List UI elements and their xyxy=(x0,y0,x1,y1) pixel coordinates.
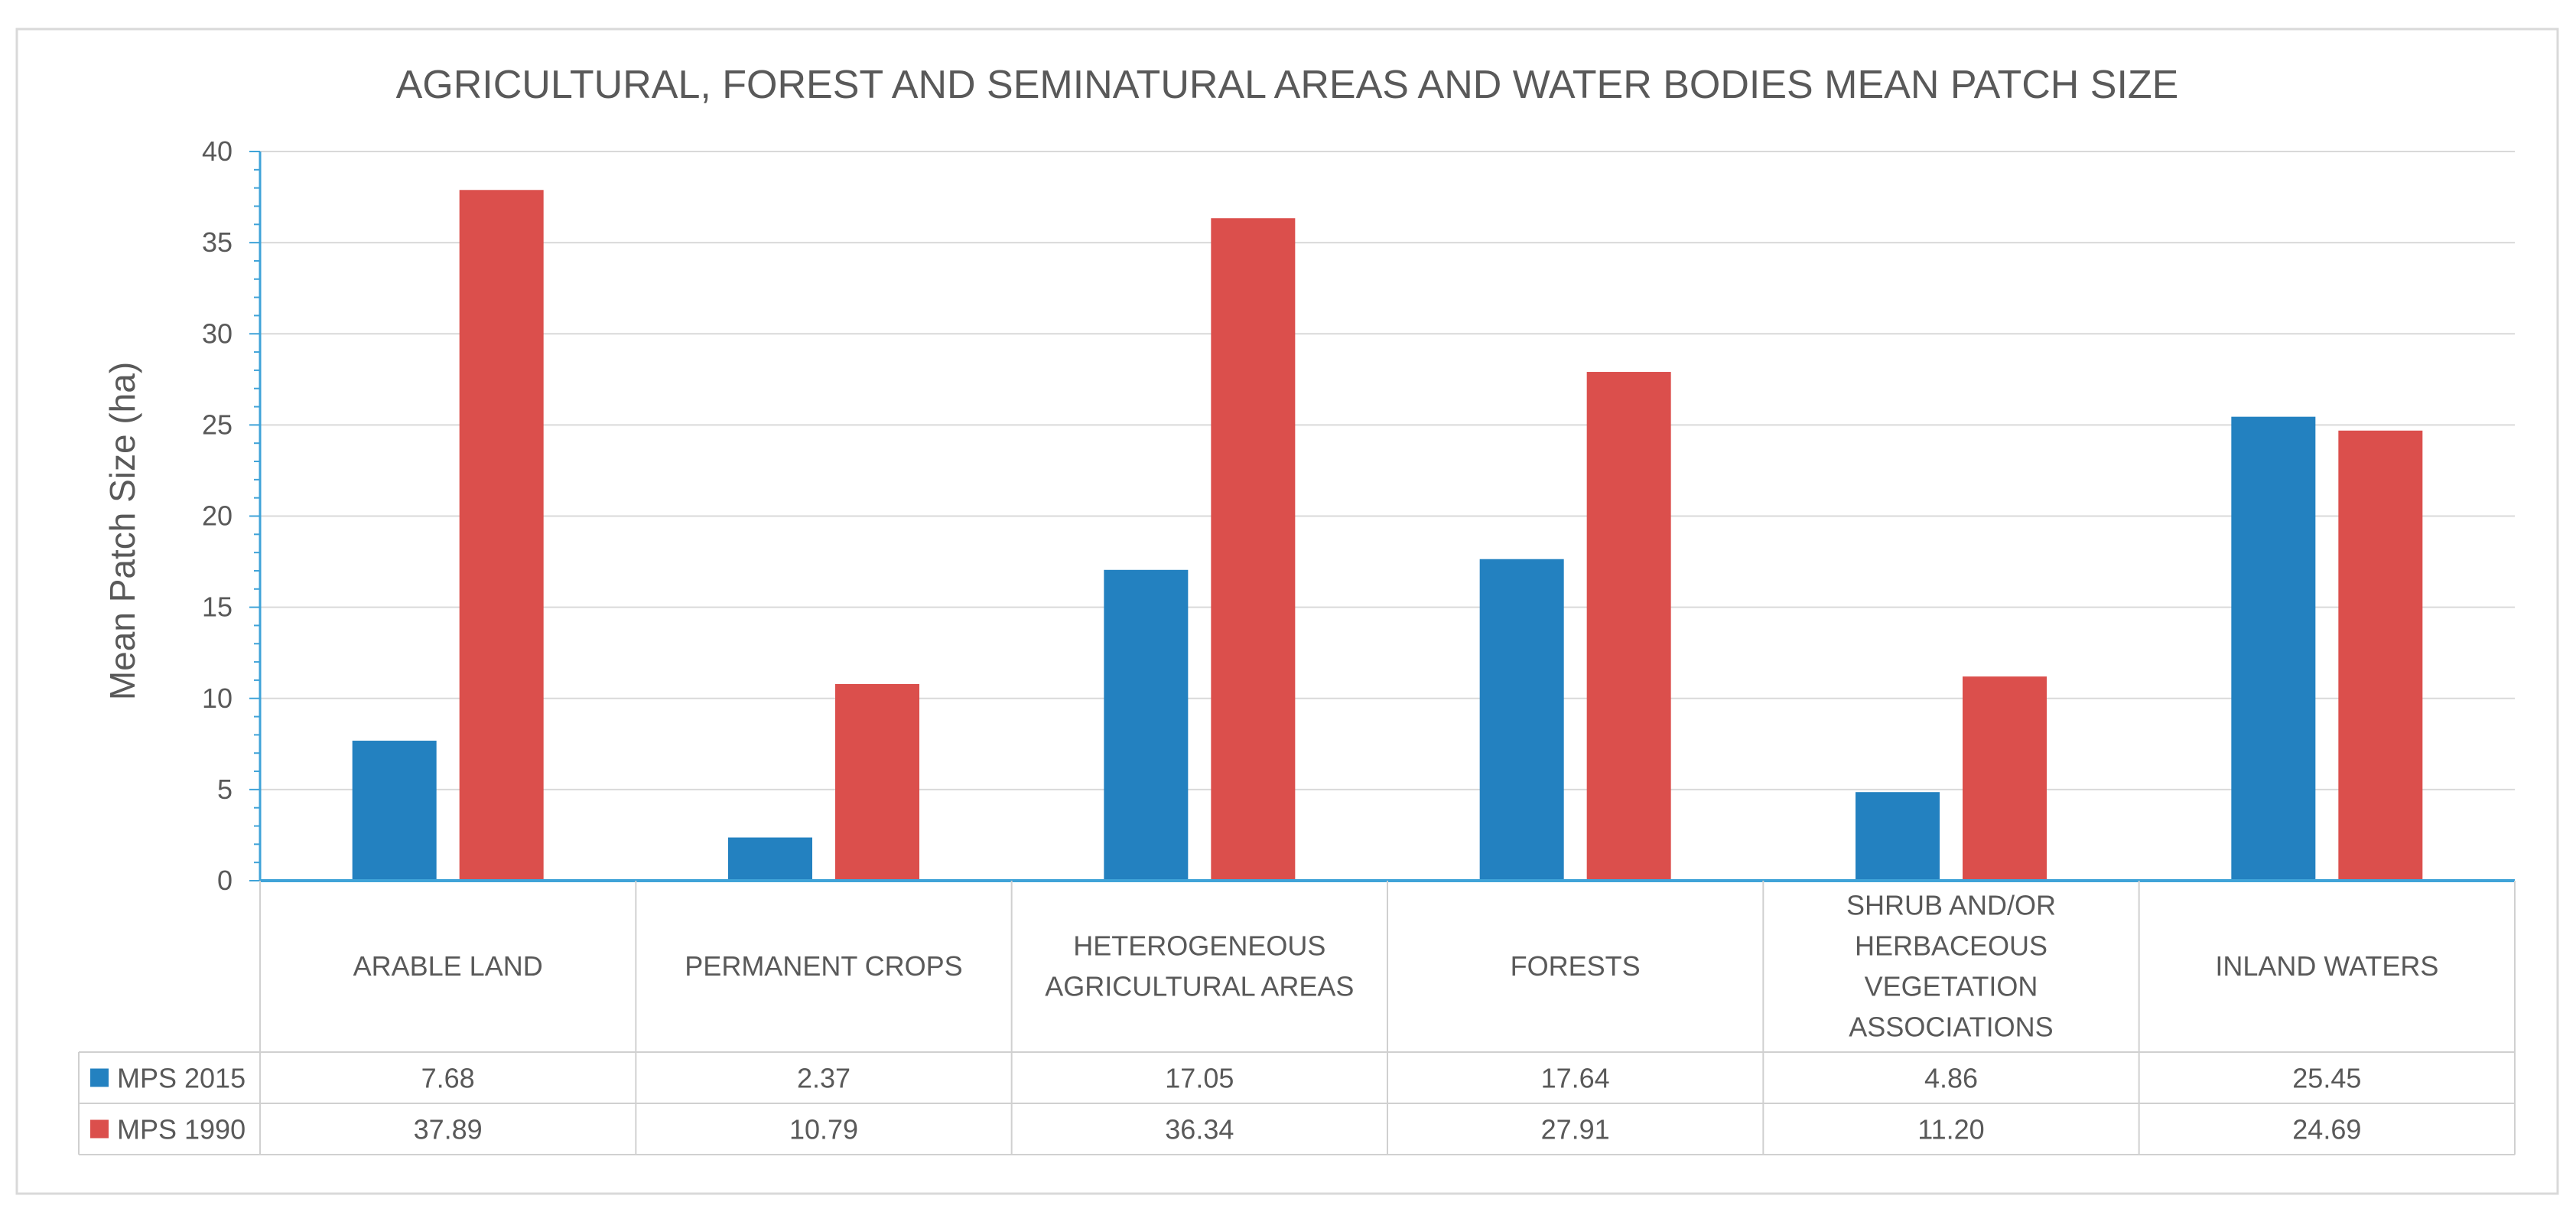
data-table: ARABLE LAND PERMANENT CROPS HETEROGENEOUS A… xyxy=(78,881,2516,1155)
bar-mps-2015 xyxy=(352,741,437,881)
x-category-label: FORESTS xyxy=(1511,950,1641,982)
data-label-mps-2015: 17.64 xyxy=(1541,1063,1610,1094)
bar-mps-1990 xyxy=(1211,218,1296,881)
y-tick-label: 30 xyxy=(202,318,233,349)
gridlines xyxy=(260,151,2515,790)
x-category-label: INLAND WATERS xyxy=(2215,950,2438,982)
y-tick-label: 0 xyxy=(217,865,233,896)
bar-mps-1990 xyxy=(459,190,544,881)
bar-mps-1990 xyxy=(2338,430,2423,881)
data-label-mps-2015: 2.37 xyxy=(797,1063,851,1094)
y-tick-label: 20 xyxy=(202,500,233,532)
bar-mps-1990 xyxy=(1586,372,1671,881)
data-label-mps-1990: 11.20 xyxy=(1917,1114,1984,1145)
bar-mps-2015 xyxy=(2231,416,2316,881)
y-tick-label: 35 xyxy=(202,226,233,258)
data-label-mps-2015: 7.68 xyxy=(421,1063,475,1094)
legend-label-mps-1990: MPS 1990 xyxy=(117,1114,246,1145)
bar-mps-2015 xyxy=(1856,792,1940,881)
chart-title: AGRICULTURAL, FOREST AND SEMINATURAL ARE… xyxy=(396,63,2179,107)
y-tick-label: 10 xyxy=(202,683,233,714)
data-label-mps-1990: 36.34 xyxy=(1165,1114,1234,1145)
data-label-mps-1990: 27.91 xyxy=(1541,1114,1610,1145)
legend-label-mps-2015: MPS 2015 xyxy=(117,1063,246,1094)
bar-mps-1990 xyxy=(835,683,919,881)
legend-swatch-mps-1990 xyxy=(90,1119,109,1139)
data-label-mps-1990: 24.69 xyxy=(2292,1114,2361,1145)
x-category-label: HETEROGENEOUS AGRICULTURAL AREAS xyxy=(1045,930,1354,1002)
y-tick-label: 5 xyxy=(217,774,233,805)
x-category-label: ARABLE LAND xyxy=(353,950,543,982)
data-label-mps-2015: 17.05 xyxy=(1165,1063,1234,1094)
legend-swatch-mps-2015 xyxy=(90,1068,109,1087)
y-axis-title: Mean Patch Size (ha) xyxy=(102,362,142,700)
data-label-mps-1990: 37.89 xyxy=(414,1114,483,1145)
data-label-mps-2015: 4.86 xyxy=(1924,1063,1978,1094)
data-label-mps-1990: 10.79 xyxy=(789,1114,858,1145)
bars xyxy=(352,190,2423,881)
x-category-label: SHRUB AND/OR HERBACEOUS VEGETATION ASSOCIAT… xyxy=(1846,890,2056,1043)
bar-mps-2015 xyxy=(728,837,812,881)
x-category-label: PERMANENT CROPS xyxy=(685,950,962,982)
y-tick-label: 15 xyxy=(202,591,233,623)
y-tick-label: 25 xyxy=(202,409,233,440)
bar-mps-2015 xyxy=(1104,569,1189,881)
bar-mps-2015 xyxy=(1479,559,1564,881)
y-tick-labels: 0 5 10 15 20 25 30 35 40 xyxy=(202,135,233,896)
y-tick-label: 40 xyxy=(202,135,233,167)
data-label-mps-2015: 25.45 xyxy=(2292,1063,2361,1094)
bar-mps-1990 xyxy=(1963,676,2047,881)
